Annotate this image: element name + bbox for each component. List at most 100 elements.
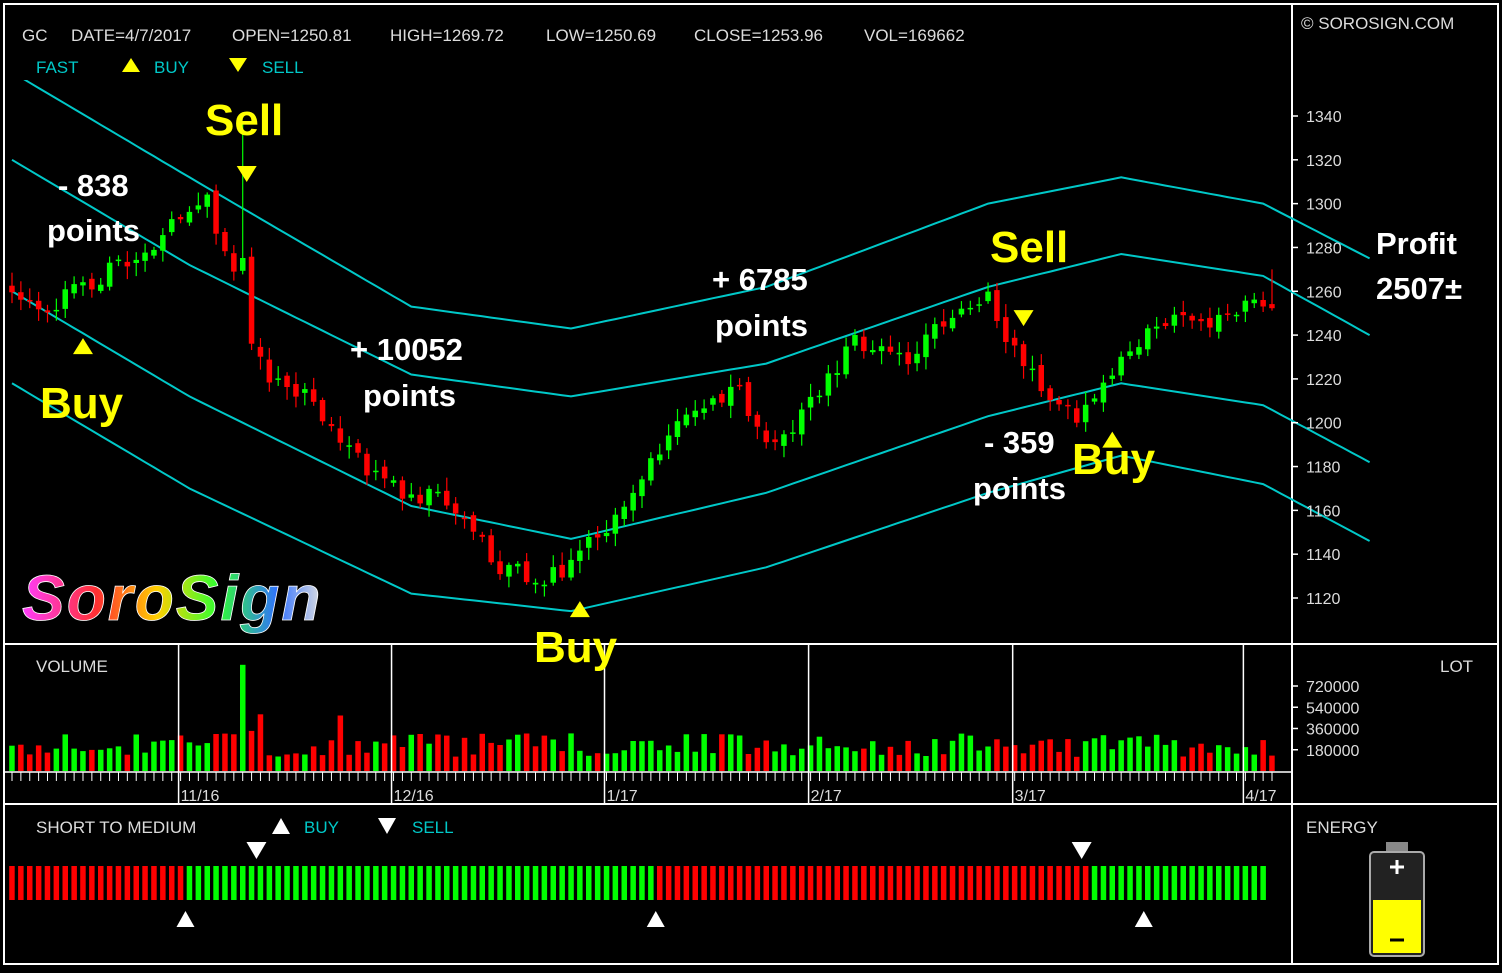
volume-bar: [586, 755, 592, 771]
volume-bar: [1162, 744, 1169, 771]
candle-body: [985, 291, 991, 302]
symbol-text: GC: [22, 26, 48, 45]
candle: [1047, 385, 1053, 411]
candle: [1100, 374, 1107, 412]
candle-body: [621, 506, 627, 519]
candle-body: [728, 386, 734, 406]
candle: [195, 192, 202, 214]
indicator-bar: [142, 866, 148, 900]
volume-bar: [390, 735, 397, 771]
candle: [1029, 355, 1036, 382]
legend-sell: SELL: [262, 58, 304, 77]
candle-body: [133, 259, 139, 263]
candle-body: [1145, 328, 1151, 350]
indicator-bar: [98, 866, 104, 900]
indicator-bar: [1224, 866, 1231, 900]
price-tick-label: 1120: [1306, 591, 1341, 608]
price-tick-label: 1200: [1306, 416, 1342, 433]
candle-body: [852, 335, 858, 346]
indicator-bar: [1074, 866, 1080, 900]
indicator-bar: [932, 866, 938, 900]
candle-body: [914, 353, 920, 364]
indicator-bar: [532, 866, 539, 900]
indicator-bar: [852, 866, 858, 900]
candle: [639, 475, 645, 509]
indicator-bar: [293, 866, 299, 900]
candle-body: [568, 559, 574, 578]
candle-body: [648, 458, 654, 481]
candle-body: [577, 550, 583, 561]
candle-body: [940, 321, 947, 327]
candle-body: [1242, 300, 1249, 312]
candle: [949, 309, 956, 332]
annotation-sell-1: Sell: [205, 96, 283, 145]
candle: [506, 562, 512, 588]
candle: [142, 243, 148, 272]
indicator-bar: [816, 866, 823, 900]
volume-bar: [887, 746, 894, 771]
volume-bar: [284, 754, 290, 771]
indicator-bar: [861, 866, 867, 900]
indicator-bar: [958, 866, 965, 900]
volume-bar: [1118, 740, 1124, 771]
candle: [843, 337, 849, 379]
volume-bar: [213, 734, 219, 771]
indicator-bar: [843, 866, 849, 900]
time-tick-label: 2/17: [811, 788, 842, 805]
volume-bar: [142, 752, 148, 771]
candle-body: [958, 308, 965, 315]
volume-bar: [843, 747, 849, 771]
volume-bar: [328, 740, 335, 771]
indicator-bar: [1011, 866, 1018, 900]
candle: [1224, 303, 1231, 321]
volume-bar: [169, 740, 175, 771]
price-tick-label: 1300: [1306, 197, 1342, 214]
volume-bar: [151, 741, 157, 771]
volume-bar: [160, 740, 166, 771]
candle: [958, 301, 965, 318]
candle-body: [177, 217, 184, 220]
annotation-2-value: + 10052: [350, 332, 463, 367]
volume-bar: [231, 734, 237, 771]
candles-layer: [9, 122, 1275, 597]
volume-bar: [1047, 739, 1053, 771]
candle-body: [1171, 314, 1178, 326]
candle: [444, 477, 450, 510]
indicator-bar: [1047, 866, 1053, 900]
candle-body: [1011, 337, 1018, 346]
annotation-3-unit: points: [715, 308, 808, 343]
candle-body: [932, 324, 938, 339]
indicator-bar: [1029, 866, 1036, 900]
candle: [89, 272, 95, 298]
candle: [523, 553, 530, 585]
indicator-bar: [506, 866, 512, 900]
candle: [27, 288, 33, 309]
volume-bar: [35, 745, 42, 771]
candle: [18, 281, 24, 311]
candle-body: [532, 582, 539, 585]
candle-body: [1162, 323, 1169, 326]
indicator-bar: [621, 866, 627, 900]
candle-body: [426, 488, 432, 506]
candle: [852, 329, 858, 351]
indicator-bar: [630, 866, 636, 900]
candle: [1198, 313, 1204, 331]
candle-body: [861, 336, 867, 352]
candle-body: [630, 492, 636, 511]
candle: [248, 247, 255, 351]
candle-body: [488, 535, 494, 563]
volume-bar: [381, 743, 388, 771]
candle: [781, 430, 787, 458]
indicator-bar: [701, 866, 707, 900]
legend-buy-triangle-icon: [122, 58, 140, 72]
candle-body: [772, 439, 778, 443]
candle: [763, 422, 769, 449]
candle: [568, 548, 574, 581]
indicator-bar: [772, 866, 778, 900]
volume-bar: [1100, 735, 1107, 771]
candle: [807, 383, 814, 421]
annotations: Sell Sell Buy Buy Buy - 838 points + 100…: [40, 96, 1462, 672]
candle: [302, 382, 308, 406]
candle: [1118, 351, 1124, 381]
indicator-bar: [346, 866, 352, 900]
